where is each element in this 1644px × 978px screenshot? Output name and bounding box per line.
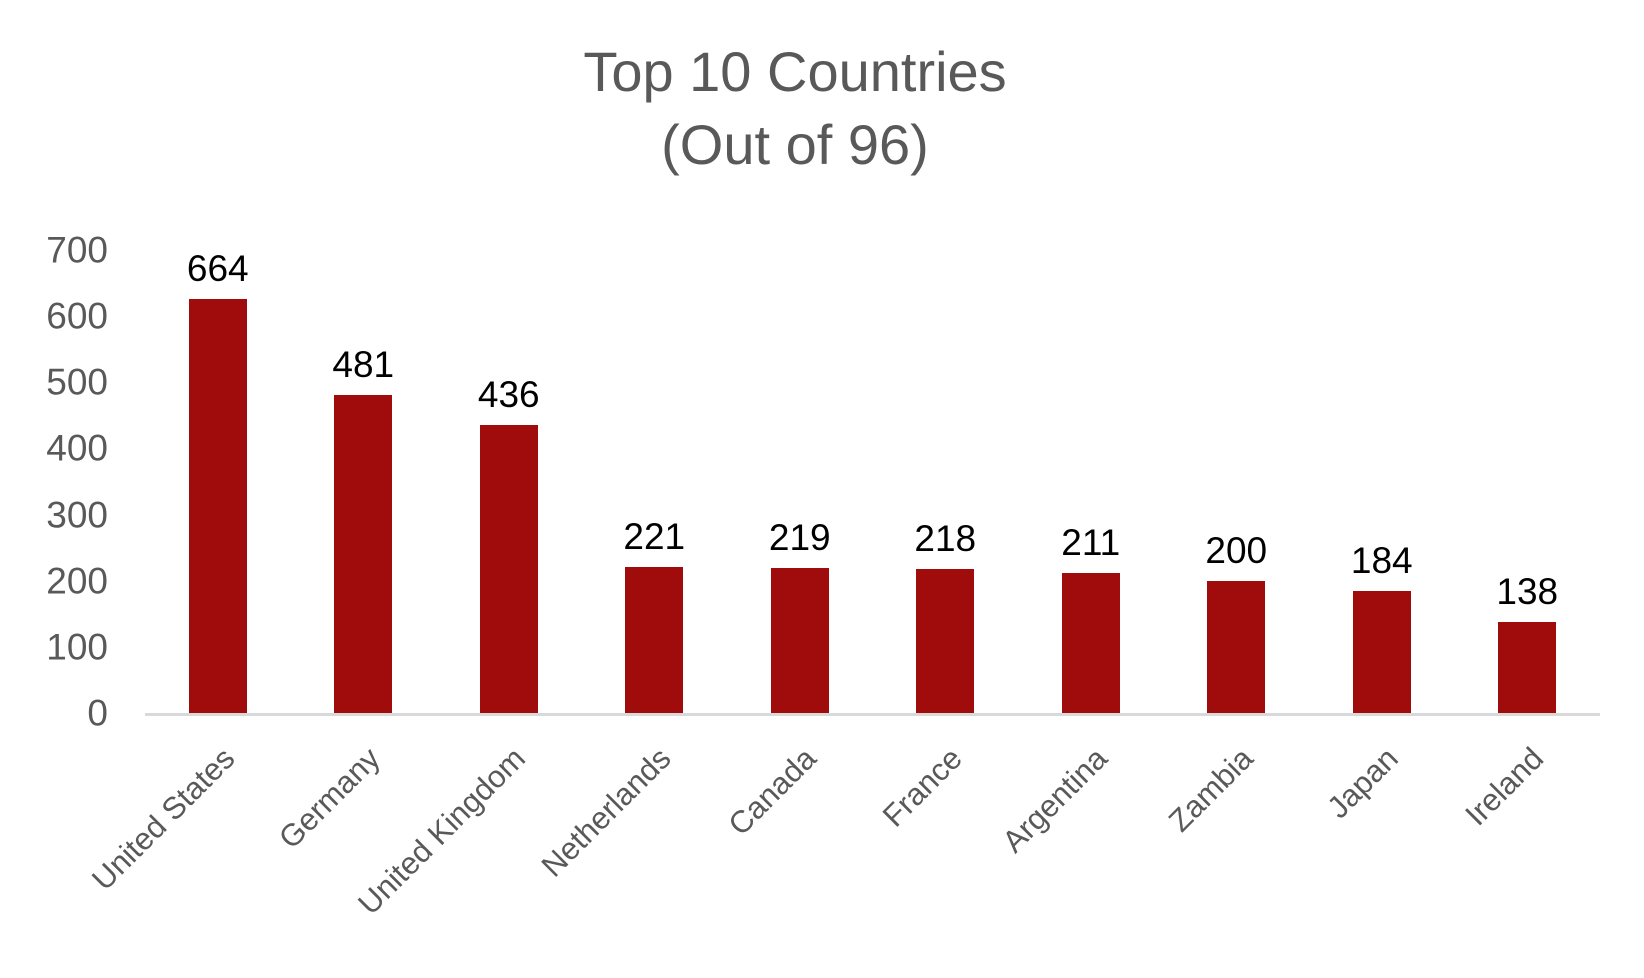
x-label-canada: Canada xyxy=(721,740,824,843)
x-cell-united-states: United States xyxy=(85,716,291,976)
value-label-ireland: 138 xyxy=(1496,570,1559,612)
x-cell-canada: Canada xyxy=(722,716,873,976)
y-tick-700: 700 xyxy=(46,229,108,271)
y-tick-300: 300 xyxy=(46,494,108,536)
x-cell-ireland: Ireland xyxy=(1455,716,1601,976)
bar-column-germany: 481 xyxy=(291,250,437,713)
bar-column-united-states: 664 xyxy=(145,250,291,713)
bar-united-states xyxy=(188,299,247,713)
y-tick-200: 200 xyxy=(46,560,108,602)
value-label-argentina: 211 xyxy=(1061,522,1121,564)
x-cell-zambia: Zambia xyxy=(1161,716,1310,976)
bar-ireland xyxy=(1498,621,1557,713)
bar-japan xyxy=(1352,591,1411,713)
value-label-netherlands: 221 xyxy=(623,515,686,557)
bar-column-netherlands: 221 xyxy=(582,250,728,713)
bar-column-france: 218 xyxy=(873,250,1019,713)
bar-netherlands xyxy=(625,566,684,713)
value-label-japan: 184 xyxy=(1350,540,1413,582)
x-label-japan: Japan xyxy=(1320,740,1406,826)
value-label-france: 218 xyxy=(914,517,977,559)
chart-title-line-1: Top 10 Countries xyxy=(583,40,1007,103)
y-tick-0: 0 xyxy=(87,692,108,734)
bar-column-canada: 219 xyxy=(727,250,873,713)
x-cell-netherlands: Netherlands xyxy=(535,716,728,976)
bar-germany xyxy=(334,394,393,713)
x-label-ireland: Ireland xyxy=(1458,740,1551,833)
bar-column-ireland: 138 xyxy=(1455,250,1601,713)
y-tick-600: 600 xyxy=(46,295,108,337)
x-cell-argentina: Argentina xyxy=(995,716,1164,976)
y-axis: 0 100 200 300 400 500 600 700 xyxy=(0,232,108,732)
bar-canada xyxy=(770,568,829,713)
bar-france xyxy=(916,568,975,713)
value-label-germany: 481 xyxy=(332,343,395,385)
x-cell-japan: Japan xyxy=(1309,716,1455,976)
x-label-zambia: Zambia xyxy=(1161,740,1260,839)
value-label-canada: 219 xyxy=(768,517,831,559)
bar-argentina xyxy=(1061,573,1120,713)
bar-united-kingdom xyxy=(479,424,538,713)
bar-column-united-kingdom: 436 xyxy=(436,250,582,713)
x-cell-france: France xyxy=(873,716,1019,976)
x-label-france: France xyxy=(875,740,969,834)
y-tick-400: 400 xyxy=(46,427,108,469)
y-tick-100: 100 xyxy=(46,626,108,668)
bar-column-argentina: 211 xyxy=(1018,250,1164,713)
value-label-united-states: 664 xyxy=(186,248,249,289)
bar-column-zambia: 200 xyxy=(1164,250,1310,713)
value-label-united-kingdom: 436 xyxy=(477,373,540,415)
bar-column-japan: 184 xyxy=(1309,250,1455,713)
chart-title: Top 10 Countries (Out of 96) xyxy=(0,36,1590,182)
x-axis: United States Germany United Kingdom Nether… xyxy=(85,716,1601,976)
chart-title-line-2: (Out of 96) xyxy=(661,112,929,176)
plot-area: 664 481 436 221 219 218 211 200 184 138 xyxy=(145,250,1600,716)
value-label-zambia: 200 xyxy=(1205,529,1268,571)
y-tick-500: 500 xyxy=(46,361,108,403)
x-label-united-states: United States xyxy=(84,740,242,897)
x-label-germany: Germany xyxy=(271,740,387,856)
bar-zambia xyxy=(1207,580,1266,713)
